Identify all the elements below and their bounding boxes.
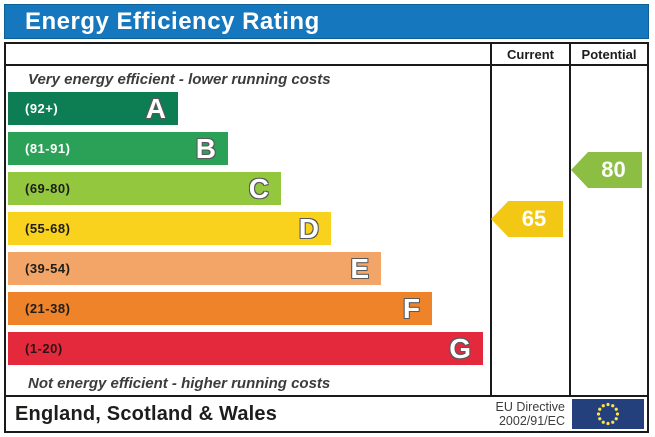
- band-row-a: (92+) A: [8, 92, 178, 125]
- band-range-label: (81-91): [25, 141, 71, 156]
- current-rating-value: 65: [521, 206, 547, 231]
- eu-directive-line1: EU Directive: [495, 399, 565, 414]
- band-row-c: (69-80) C: [8, 172, 281, 205]
- band-range-label: (39-54): [25, 261, 71, 276]
- band-letter: B: [195, 132, 216, 164]
- band-letter: G: [449, 332, 471, 364]
- band-row-d: (55-68) D: [8, 212, 331, 245]
- eu-flag-stars: [596, 402, 620, 426]
- band-letter: D: [298, 212, 319, 244]
- band-row-e: (39-54) E: [8, 252, 381, 285]
- title-bar: Energy Efficiency Rating: [4, 4, 649, 39]
- band-letter: C: [248, 172, 269, 204]
- potential-rating-value: 80: [601, 157, 626, 182]
- band-letter: A: [145, 92, 166, 124]
- column-header-potential: Potential: [581, 47, 637, 62]
- top-note: Very energy efficient - lower running co…: [28, 71, 331, 88]
- band-row-b: (81-91) B: [8, 132, 228, 165]
- column-header-row: Current Potential: [6, 44, 647, 66]
- potential-rating-marker: 80: [571, 152, 642, 188]
- column-header-current: Current: [507, 47, 554, 62]
- current-rating-marker: 65: [491, 201, 563, 237]
- page-title: Energy Efficiency Rating: [25, 8, 320, 35]
- band-range-label: (69-80): [25, 181, 71, 196]
- rating-chart: Current Potential Very energy efficient …: [4, 42, 649, 397]
- band-row-f: (21-38) F: [8, 292, 432, 325]
- eu-directive-line2: 2002/91/EC: [498, 414, 565, 428]
- band-row-g: (1-20) G: [8, 332, 483, 365]
- band-range-label: (1-20): [25, 341, 63, 356]
- footer-bar: England, Scotland & Wales EU Directive 2…: [4, 395, 649, 433]
- band-range-label: (55-68): [25, 221, 71, 236]
- column-divider-current: [490, 44, 492, 395]
- band-range-label: (21-38): [25, 301, 71, 316]
- eu-flag-icon: [572, 399, 644, 429]
- band-letter: F: [402, 292, 420, 324]
- band-list: (92+) A (81-91) B (69-80) C (55-68) D (39-54) E (2…: [8, 92, 483, 372]
- eu-directive-label: EU Directive 2002/91/EC: [496, 400, 572, 429]
- bottom-note: Not energy efficient - higher running co…: [28, 375, 331, 392]
- column-divider-potential: [569, 44, 571, 395]
- region-label: England, Scotland & Wales: [15, 402, 278, 425]
- band-range-label: (92+): [25, 101, 59, 116]
- band-letter: E: [350, 252, 369, 284]
